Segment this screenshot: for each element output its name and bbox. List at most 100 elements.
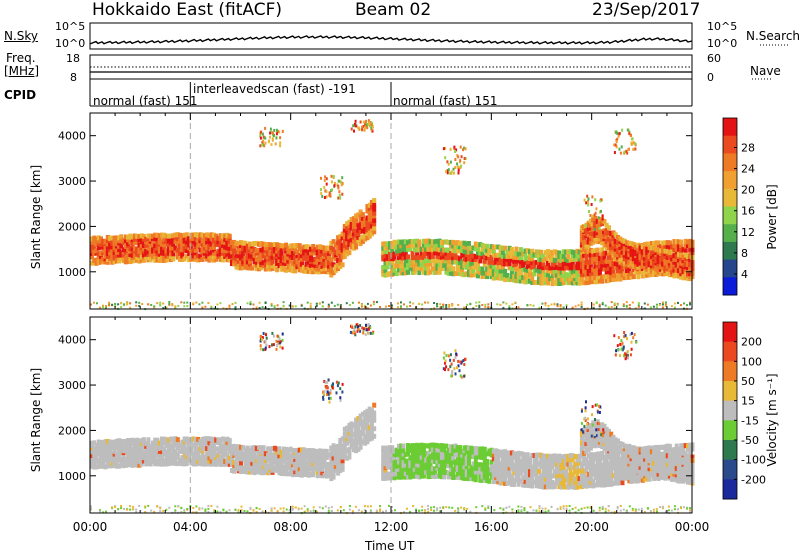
echo-cell bbox=[568, 257, 573, 263]
echo-cell bbox=[654, 264, 659, 270]
echo-cell bbox=[670, 256, 675, 262]
echo-cell bbox=[419, 462, 424, 468]
echo-cell bbox=[135, 462, 140, 468]
echo-cell bbox=[254, 448, 259, 454]
echo-cell bbox=[340, 231, 345, 237]
echo-cell bbox=[150, 509, 153, 512]
echo-cell bbox=[103, 442, 108, 448]
echo-cell bbox=[193, 247, 198, 253]
echo-cell bbox=[168, 301, 171, 303]
echo-cell bbox=[487, 467, 492, 473]
echo-cell bbox=[442, 465, 447, 471]
echo-cell bbox=[119, 238, 124, 244]
echo-cell bbox=[162, 302, 165, 305]
echo-cell bbox=[424, 246, 429, 252]
echo-cell bbox=[532, 268, 537, 274]
echo-cell bbox=[141, 239, 146, 245]
echo-cell bbox=[570, 280, 575, 286]
echo-cell bbox=[415, 266, 420, 272]
echo-cell bbox=[117, 441, 122, 447]
echo-cell bbox=[117, 238, 122, 244]
echo-cell bbox=[160, 257, 164, 263]
echo-cell bbox=[415, 262, 420, 268]
echo-cell bbox=[408, 246, 413, 252]
echo-cell bbox=[437, 269, 442, 275]
echo-cell bbox=[363, 440, 368, 446]
echo-cell bbox=[306, 465, 311, 471]
echo-cell bbox=[189, 244, 194, 250]
echo-cell bbox=[667, 240, 672, 246]
echo-cell bbox=[415, 250, 420, 256]
echo-cell bbox=[295, 463, 300, 468]
echo-cell bbox=[279, 459, 284, 464]
echo-cell bbox=[144, 249, 149, 254]
echo-cell bbox=[507, 454, 512, 460]
echo-cell bbox=[485, 247, 490, 253]
echo-cell bbox=[297, 453, 302, 459]
echo-cell bbox=[595, 221, 600, 227]
echo-cell bbox=[613, 273, 618, 278]
echo-cell bbox=[156, 302, 159, 305]
echo-cell bbox=[597, 230, 602, 235]
echo-cell bbox=[272, 459, 277, 464]
echo-cell bbox=[327, 254, 331, 260]
echo-cell bbox=[658, 264, 663, 270]
echo-cell bbox=[144, 443, 149, 449]
echo-cell bbox=[426, 261, 431, 267]
echo-cell bbox=[550, 269, 555, 275]
echo-cell bbox=[571, 507, 574, 510]
echo-cell bbox=[683, 247, 688, 253]
echo-cell bbox=[448, 239, 453, 245]
echo-cell bbox=[566, 276, 571, 282]
echo-cell bbox=[462, 256, 467, 262]
echo-cell bbox=[611, 266, 616, 272]
echo-cell bbox=[309, 302, 312, 305]
echo-cell bbox=[184, 446, 189, 452]
echo-cell bbox=[636, 261, 641, 267]
echo-cell bbox=[261, 251, 266, 257]
echo-cell bbox=[327, 245, 331, 251]
echo-cell bbox=[141, 246, 146, 252]
echo-cell bbox=[372, 426, 377, 432]
echo-cell bbox=[428, 454, 433, 460]
echo-cell bbox=[336, 247, 341, 253]
echo-cell bbox=[381, 448, 386, 454]
echo-cell bbox=[494, 244, 499, 250]
echo-cell bbox=[625, 301, 628, 304]
echo-cell bbox=[130, 447, 135, 452]
echo-cell bbox=[424, 443, 429, 449]
echo-cell bbox=[268, 244, 273, 250]
echo-cell bbox=[259, 136, 262, 140]
echo-cell bbox=[462, 460, 467, 466]
echo-cell bbox=[329, 476, 334, 482]
echo-cell bbox=[92, 448, 97, 454]
echo-cell bbox=[94, 242, 99, 248]
echo-cell bbox=[591, 237, 596, 243]
echo-cell bbox=[369, 124, 371, 128]
echo-cell bbox=[193, 236, 198, 242]
echo-cell bbox=[225, 248, 230, 254]
echo-cell bbox=[498, 249, 503, 255]
echo-cell bbox=[500, 479, 505, 485]
echo-cell bbox=[555, 280, 559, 286]
echo-cell bbox=[446, 171, 449, 175]
echo-cell bbox=[491, 264, 496, 270]
echo-cell bbox=[616, 264, 620, 270]
echo-cell bbox=[543, 272, 548, 278]
echo-cell bbox=[173, 235, 178, 241]
echo-cell bbox=[202, 457, 207, 463]
echo-cell bbox=[119, 459, 124, 465]
echo-cell bbox=[225, 239, 230, 244]
echo-cell bbox=[462, 452, 467, 458]
echo-cell bbox=[117, 243, 122, 249]
echo-cell bbox=[399, 251, 404, 257]
echo-cell bbox=[550, 273, 555, 278]
echo-cell bbox=[435, 447, 440, 453]
echo-cell bbox=[417, 265, 422, 271]
echo-cell bbox=[469, 261, 474, 267]
echo-cell bbox=[357, 126, 360, 130]
echo-cell bbox=[121, 444, 126, 450]
y-tick-label: 2000 bbox=[58, 220, 86, 233]
echo-cell bbox=[622, 250, 627, 256]
echo-cell bbox=[433, 243, 438, 249]
